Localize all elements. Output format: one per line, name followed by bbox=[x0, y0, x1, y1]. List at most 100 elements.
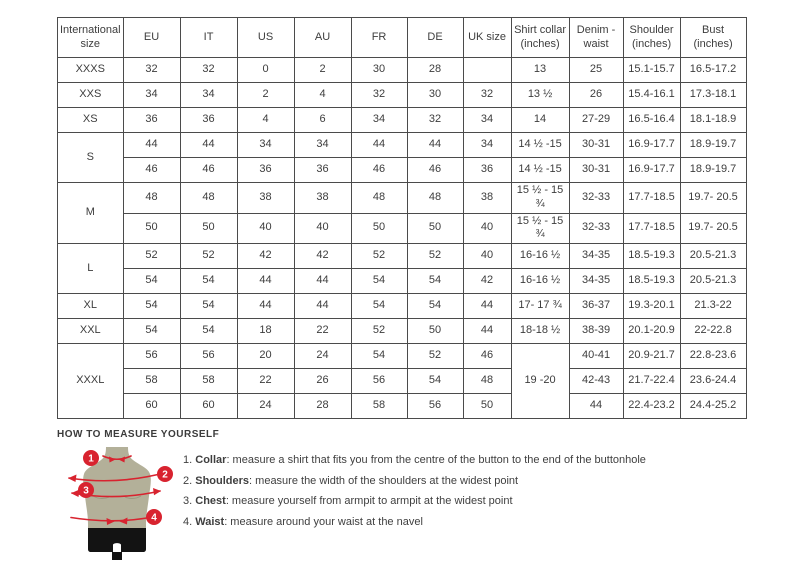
table-cell: 26 bbox=[293, 368, 352, 394]
table-cell: 52 bbox=[350, 318, 408, 344]
table-cell: 14 bbox=[510, 107, 570, 133]
instruction-text: : measure around your waist at the navel bbox=[224, 515, 423, 528]
table-cell: 16-16 ½ bbox=[510, 268, 570, 294]
table-cell: 50 bbox=[406, 318, 464, 344]
measure-instruction-chest: 3. Chest: measure yourself from armpit t… bbox=[183, 491, 646, 512]
table-cell: 44 bbox=[350, 132, 408, 158]
marker-2-badge: 2 bbox=[157, 466, 173, 482]
table-cell: 54 bbox=[179, 268, 238, 294]
instruction-number: 1. bbox=[183, 454, 193, 466]
table-cell: 42-43 bbox=[568, 368, 624, 394]
column-header: EU bbox=[122, 17, 181, 58]
table-cell: 54 bbox=[350, 343, 408, 369]
table-cell: 36 bbox=[122, 107, 181, 133]
table-cell: 19 -20 bbox=[510, 343, 570, 419]
mannequin-figure: 1 2 3 4 bbox=[68, 447, 173, 560]
table-cell: 44 bbox=[568, 393, 624, 419]
table-cell: 36 bbox=[236, 157, 295, 183]
table-cell: 46 bbox=[350, 157, 408, 183]
table-cell: 17.7-18.5 bbox=[622, 182, 681, 214]
table-cell: 17- 17 ¾ bbox=[510, 293, 570, 319]
table-cell: 22.4-23.2 bbox=[622, 393, 681, 419]
table-cell: 58 bbox=[179, 368, 238, 394]
table-cell: 22.8-23.6 bbox=[679, 343, 747, 369]
table-cell: 18-18 ½ bbox=[510, 318, 570, 344]
table-cell: 22 bbox=[293, 318, 352, 344]
table-cell: 56 bbox=[350, 368, 408, 394]
table-cell: 50 bbox=[462, 393, 512, 419]
measurement-markers: 1 2 3 4 bbox=[78, 450, 173, 525]
size-chart-body: XXXS 32 32 0 2 30 28 13 25 15.1-15.7 16.5-17.2 XXS 3… bbox=[57, 57, 747, 419]
table-cell: 54 bbox=[122, 268, 181, 294]
table-cell: 18.9-19.7 bbox=[679, 157, 747, 183]
svg-text:4: 4 bbox=[151, 513, 157, 524]
table-cell: 50 bbox=[350, 212, 408, 244]
table-cell: 42 bbox=[293, 243, 352, 269]
table-cell: 44 bbox=[236, 293, 295, 319]
table-cell: 40 bbox=[462, 212, 512, 244]
size-label-cell: XXXL bbox=[57, 343, 124, 419]
table-row: 54 54 44 44 54 54 42 16-16 ½ 34-35 18.5-19.3 20.5-… bbox=[58, 268, 747, 294]
table-cell: 13 ½ bbox=[510, 82, 570, 108]
table-cell: 44 bbox=[293, 293, 352, 319]
marker-3-badge: 3 bbox=[78, 482, 94, 498]
table-cell: 20.5-21.3 bbox=[679, 243, 747, 269]
table-cell: 21.7-22.4 bbox=[622, 368, 681, 394]
table-cell: 34 bbox=[462, 132, 512, 158]
table-cell: 24.4-25.2 bbox=[679, 393, 747, 419]
table-cell: 36-37 bbox=[568, 293, 624, 319]
table-header-row: International size EU IT US AU FR DE UK size Shi… bbox=[57, 17, 747, 58]
column-header: Bust (inches) bbox=[679, 17, 747, 58]
table-cell: 40 bbox=[293, 212, 352, 244]
table-cell: 40 bbox=[462, 243, 512, 269]
table-cell: 60 bbox=[179, 393, 238, 419]
table-cell: 48 bbox=[406, 182, 464, 214]
table-cell: 16-16 ½ bbox=[510, 243, 570, 269]
table-cell: 44 bbox=[236, 268, 295, 294]
table-cell: 32-33 bbox=[568, 212, 624, 244]
table-cell: 0 bbox=[236, 57, 295, 83]
marker-4-badge: 4 bbox=[146, 509, 162, 525]
size-label-cell: XXS bbox=[57, 82, 124, 108]
size-label-cell: S bbox=[57, 132, 124, 183]
table-row: 46 46 36 36 46 46 36 14 ½ -15 30-31 16.9-17.7 18.9… bbox=[58, 157, 747, 183]
table-row: M 48 48 38 38 48 48 38 15 ½ - 15 ¾ 32-33 17.7-18.5… bbox=[57, 182, 747, 244]
svg-text:2: 2 bbox=[162, 470, 168, 481]
table-cell: 32 bbox=[350, 82, 408, 108]
instruction-number: 4. bbox=[183, 515, 193, 528]
table-cell: 19.7- 20.5 bbox=[679, 212, 747, 244]
size-label-cell: XS bbox=[57, 107, 124, 133]
size-label-cell: XXL bbox=[57, 318, 124, 344]
table-row: XXXS 32 32 0 2 30 28 13 25 15.1-15.7 16.5-17.2 bbox=[57, 57, 747, 83]
table-cell: 4 bbox=[236, 107, 295, 133]
table-cell: 30-31 bbox=[568, 132, 624, 158]
size-chart-table: International size EU IT US AU FR DE UK size Shi… bbox=[57, 17, 747, 419]
table-cell: 14 ½ -15 bbox=[510, 132, 570, 158]
table-cell: 34 bbox=[462, 107, 512, 133]
table-cell: 6 bbox=[293, 107, 352, 133]
table-cell: 44 bbox=[406, 132, 464, 158]
table-cell: 21.3-22 bbox=[679, 293, 747, 319]
table-cell: 34-35 bbox=[568, 243, 624, 269]
table-cell: 56 bbox=[406, 393, 464, 419]
table-cell: 48 bbox=[122, 182, 181, 214]
table-cell: 15 ½ - 15 ¾ bbox=[510, 212, 570, 244]
table-cell: 52 bbox=[350, 243, 408, 269]
measure-section: HOW TO MEASURE YOURSELF bbox=[57, 429, 757, 566]
table-cell: 4 bbox=[293, 82, 352, 108]
table-cell: 52 bbox=[122, 243, 181, 269]
table-cell: 26 bbox=[568, 82, 624, 108]
table-row: XXXL 56 56 20 24 54 52 46 19 -20 40-41 20.9-21.7 22… bbox=[57, 343, 747, 419]
column-header: IT bbox=[179, 17, 238, 58]
table-cell: 30-31 bbox=[568, 157, 624, 183]
table-cell: 54 bbox=[179, 318, 238, 344]
collar-measure-line bbox=[102, 455, 132, 461]
table-cell: 42 bbox=[462, 268, 512, 294]
table-cell: 19.7- 20.5 bbox=[679, 182, 747, 214]
table-cell: 19.3-20.1 bbox=[622, 293, 681, 319]
table-cell: 15.4-16.1 bbox=[622, 82, 681, 108]
column-header: Denim - waist bbox=[568, 17, 624, 58]
table-cell: 16.9-17.7 bbox=[622, 132, 681, 158]
table-cell: 24 bbox=[293, 343, 352, 369]
table-cell: 44 bbox=[462, 293, 512, 319]
